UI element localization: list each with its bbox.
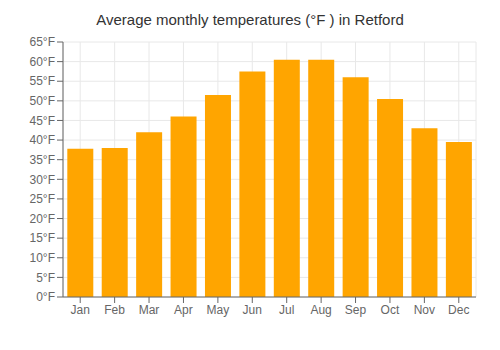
svg-text:10°F: 10°F xyxy=(30,251,55,265)
svg-text:Mar: Mar xyxy=(139,303,160,317)
svg-text:45°F: 45°F xyxy=(30,114,55,128)
html-text:Average monthly temperatures (: Average monthly temperatures (°F ) in Re… xyxy=(96,11,404,28)
svg-text:Aug: Aug xyxy=(310,303,331,317)
svg-text:Feb: Feb xyxy=(104,303,125,317)
svg-text:Sep: Sep xyxy=(345,303,367,317)
svg-text:15°F: 15°F xyxy=(30,231,55,245)
svg-text:65°F: 65°F xyxy=(30,35,55,49)
svg-text:Dec: Dec xyxy=(448,303,469,317)
svg-text:May: May xyxy=(207,303,230,317)
svg-text:20°F: 20°F xyxy=(30,212,55,226)
svg-text:5°F: 5°F xyxy=(36,271,55,285)
svg-text:Nov: Nov xyxy=(414,303,435,317)
svg-text:40°F: 40°F xyxy=(30,133,55,147)
svg-text:Jul: Jul xyxy=(279,303,294,317)
svg-text:Apr: Apr xyxy=(174,303,193,317)
svg-text:60°F: 60°F xyxy=(30,55,55,69)
svg-text:Jan: Jan xyxy=(71,303,90,317)
svg-text:30°F: 30°F xyxy=(30,173,55,187)
svg-text:35°F: 35°F xyxy=(30,153,55,167)
svg-text:55°F: 55°F xyxy=(30,74,55,88)
svg-text:Oct: Oct xyxy=(381,303,400,317)
svg-text:Jun: Jun xyxy=(243,303,262,317)
svg-text:0°F: 0°F xyxy=(36,290,55,304)
svg-text:25°F: 25°F xyxy=(30,192,55,206)
svg-text:50°F: 50°F xyxy=(30,94,55,108)
